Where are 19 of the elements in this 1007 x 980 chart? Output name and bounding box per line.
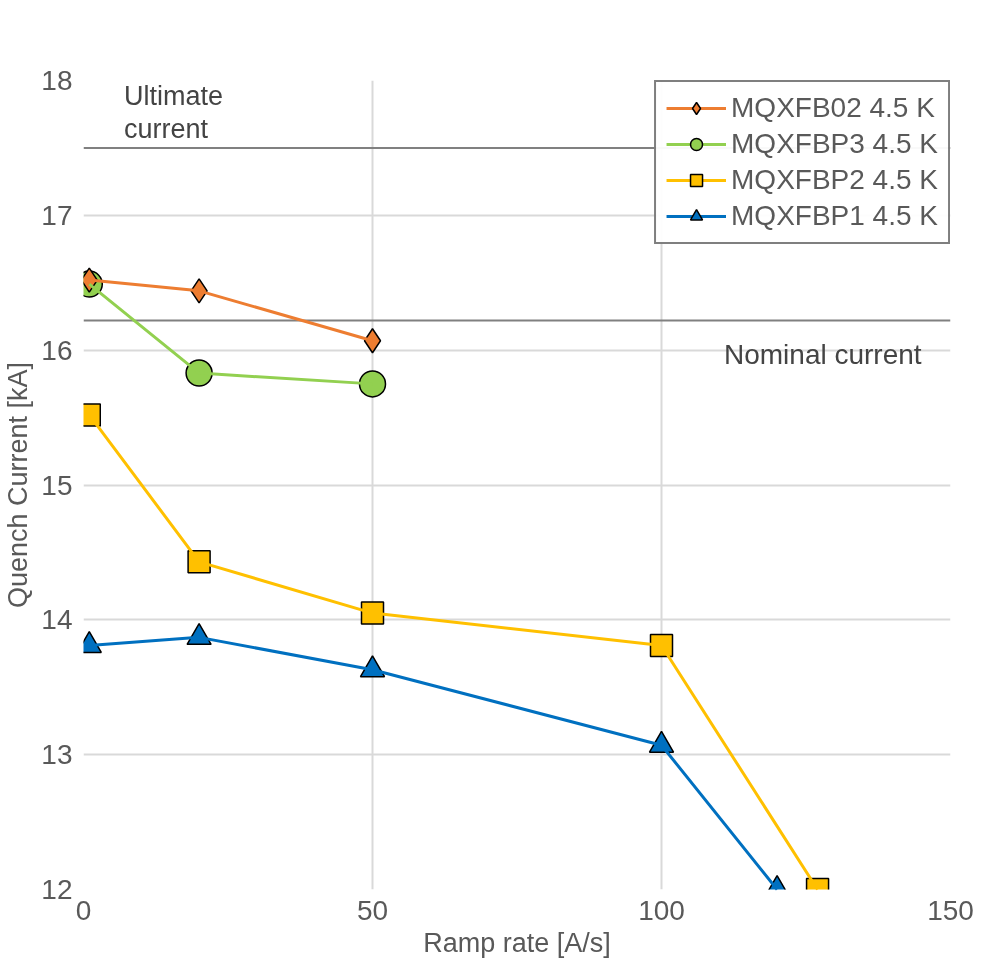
y-tick-label: 17: [41, 199, 73, 231]
x-tick-label: 100: [638, 894, 685, 926]
y-tick-label: 14: [41, 604, 73, 636]
y-axis-title: Quench Current [kA]: [3, 361, 34, 609]
x-tick-label: 150: [927, 894, 974, 926]
x-tick-label: 0: [75, 894, 92, 926]
y-tick-label: 15: [41, 469, 73, 501]
y-tick-label: 16: [41, 334, 73, 366]
x-tick-label: 50: [356, 894, 389, 926]
legend-label: MQXFB02 4.5 K: [731, 92, 935, 124]
legend-label: MQXFBP2 4.5 K: [731, 164, 938, 196]
y-tick-label: 12: [41, 874, 73, 905]
legend-label: MQXFBP3 4.5 K: [731, 128, 938, 160]
ref-line-label: Ultimate current: [123, 80, 223, 144]
y-tick-label: 18: [41, 65, 73, 96]
legend-label: MQXFBP1 4.5 K: [731, 200, 938, 232]
y-tick-label: 13: [41, 739, 73, 771]
ref-line-label: Nominal current: [723, 338, 922, 370]
x-axis-title: Ramp rate [A/s]: [423, 927, 611, 958]
